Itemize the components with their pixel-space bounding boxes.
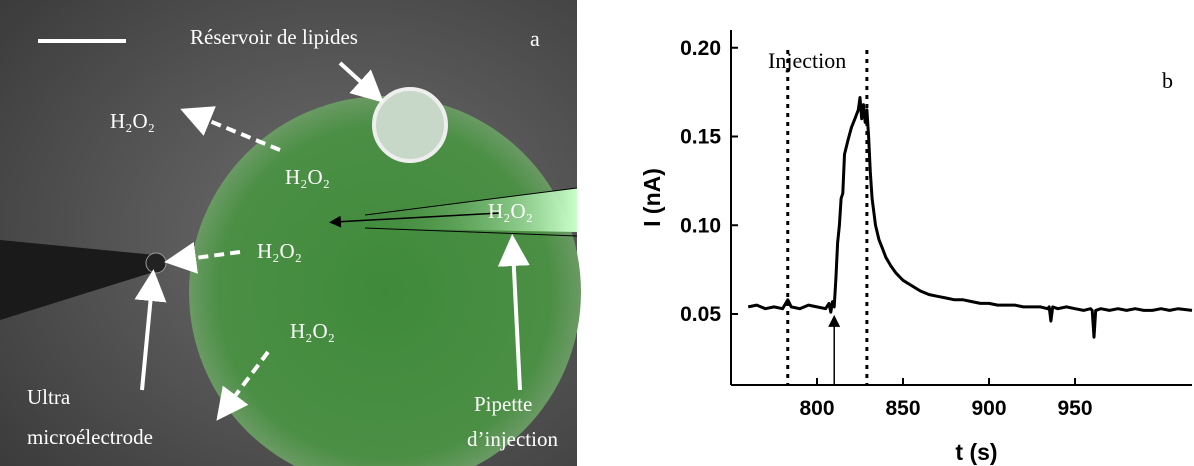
micrograph: Réservoir de lipides a H₂O₂ H₂O₂ H₂O₂ H₂…	[0, 0, 581, 466]
arrow	[216, 350, 270, 421]
y-tick-label: 0.15	[680, 126, 721, 149]
panel-label: a	[530, 26, 540, 51]
electrode-tip	[145, 252, 167, 274]
y-tick-label: 0.05	[680, 303, 721, 326]
electrode	[0, 240, 160, 320]
x-tick-label: 800	[799, 397, 834, 420]
vesicle	[189, 96, 581, 466]
arrow	[338, 61, 384, 103]
pipette-edge	[364, 227, 578, 237]
panel-label: b	[1162, 68, 1173, 93]
arrow	[164, 242, 241, 274]
label: H₂O₂	[110, 109, 155, 133]
label: H₂O₂	[257, 239, 302, 263]
arrow	[134, 269, 167, 391]
chart: 0.05 0.10 0.15 0.20 800 850 900 950 t (s) I (nA) I…	[639, 30, 1193, 465]
pipette-edge	[364, 187, 578, 216]
label: H₂O₂	[285, 165, 330, 189]
label: Ultra	[27, 385, 71, 409]
label: microélectrode	[27, 425, 153, 449]
trace	[747, 96, 1193, 339]
injection-arrow	[329, 212, 501, 228]
arrow	[497, 234, 530, 391]
annotation: Injection	[768, 48, 846, 73]
y-tick-label: 0.10	[680, 214, 721, 237]
lipid-reservoir	[372, 87, 448, 163]
label: H₂O₂	[488, 199, 533, 223]
x-tick-label: 950	[1058, 397, 1093, 420]
label: Pipette	[474, 392, 532, 416]
label: d’injection	[467, 427, 558, 451]
pipette	[365, 188, 577, 232]
label: Réservoir de lipides	[190, 25, 358, 49]
y-tick-label: 0.20	[680, 37, 721, 60]
x-tick-label: 850	[885, 397, 920, 420]
x-tick-label: 900	[971, 397, 1006, 420]
y-axis-label: I (nA)	[639, 168, 665, 227]
x-axis-label: t (s)	[955, 439, 997, 465]
label: H₂O₂	[290, 319, 335, 343]
